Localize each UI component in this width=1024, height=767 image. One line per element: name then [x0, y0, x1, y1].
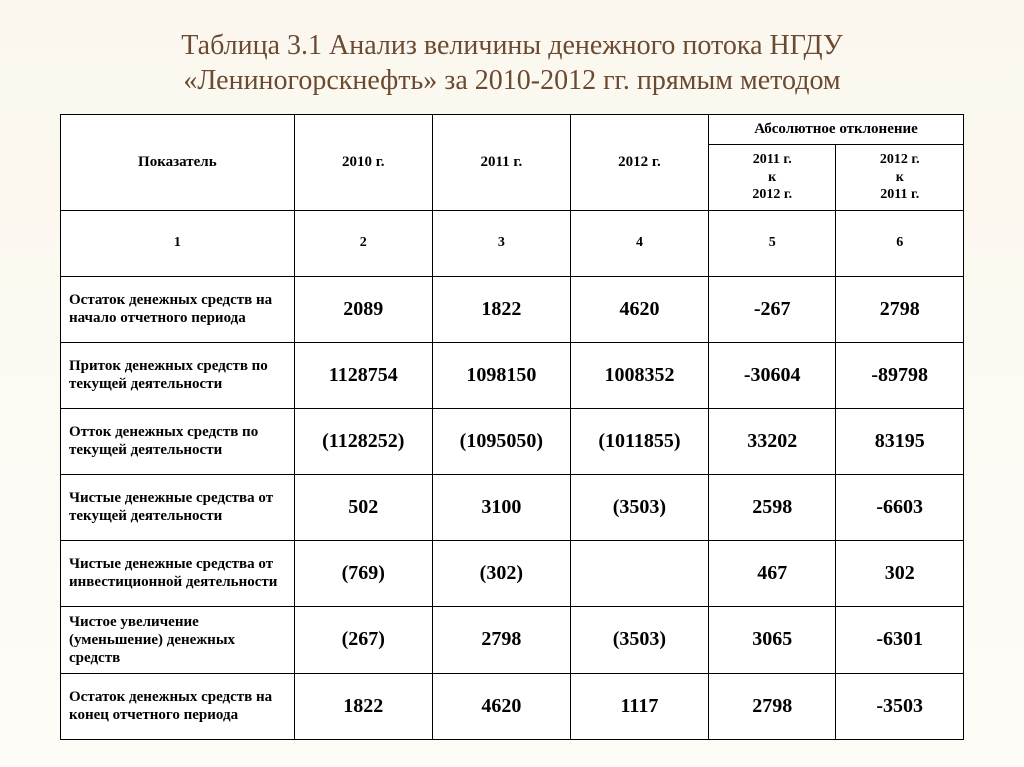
table-row: Отток денежных средств по текущей деятел… — [61, 408, 964, 474]
cell: 502 — [294, 474, 432, 540]
cell: 33202 — [708, 408, 835, 474]
cell: 1822 — [432, 276, 570, 342]
cell: 2798 — [836, 276, 964, 342]
cell: (3503) — [570, 474, 708, 540]
cell: (1011855) — [570, 408, 708, 474]
data-table: Показатель 2010 г. 2011 г. 2012 г. Абсол… — [60, 114, 964, 740]
table-row: Чистые денежные средства от текущей деят… — [61, 474, 964, 540]
cell: (302) — [432, 540, 570, 606]
cell: -6301 — [836, 606, 964, 673]
cell — [570, 540, 708, 606]
th-dev2: 2012 г.к2011 г. — [836, 145, 964, 211]
table-row: Остаток денежных средств на конец отчетн… — [61, 673, 964, 739]
row-label: Остаток денежных средств на конец отчетн… — [61, 673, 295, 739]
colnum: 3 — [432, 210, 570, 276]
cell: 4620 — [570, 276, 708, 342]
cell: 2598 — [708, 474, 835, 540]
colnum: 4 — [570, 210, 708, 276]
cell: 1822 — [294, 673, 432, 739]
cell: 2089 — [294, 276, 432, 342]
table-row: Чистые денежные средства от инвестиционн… — [61, 540, 964, 606]
colnum: 2 — [294, 210, 432, 276]
cell: (267) — [294, 606, 432, 673]
cell: -30604 — [708, 342, 835, 408]
slide: Таблица 3.1 Анализ величины денежного по… — [0, 0, 1024, 767]
th-2010: 2010 г. — [294, 115, 432, 211]
colnum: 5 — [708, 210, 835, 276]
cell: 1008352 — [570, 342, 708, 408]
row-label: Остаток денежных средств на начало отчет… — [61, 276, 295, 342]
cell: (3503) — [570, 606, 708, 673]
cell: (769) — [294, 540, 432, 606]
cell: 467 — [708, 540, 835, 606]
column-number-row: 1 2 3 4 5 6 — [61, 210, 964, 276]
table-row: Приток денежных средств по текущей деяте… — [61, 342, 964, 408]
th-indicator: Показатель — [61, 115, 295, 211]
th-dev1: 2011 г.к2012 г. — [708, 145, 835, 211]
cell: -6603 — [836, 474, 964, 540]
cell: -267 — [708, 276, 835, 342]
row-label: Чистые денежные средства от инвестиционн… — [61, 540, 295, 606]
colnum: 1 — [61, 210, 295, 276]
th-2011: 2011 г. — [432, 115, 570, 211]
table-row: Остаток денежных средств на начало отчет… — [61, 276, 964, 342]
cell: 1117 — [570, 673, 708, 739]
cell: 2798 — [432, 606, 570, 673]
cell: -3503 — [836, 673, 964, 739]
cell: 83195 — [836, 408, 964, 474]
cell: 4620 — [432, 673, 570, 739]
row-label: Приток денежных средств по текущей деяте… — [61, 342, 295, 408]
row-label: Чистое увеличение (уменьшение) денежных … — [61, 606, 295, 673]
th-deviation-group: Абсолютное отклонение — [708, 115, 963, 145]
row-label: Отток денежных средств по текущей деятел… — [61, 408, 295, 474]
table-row: Чистое увеличение (уменьшение) денежных … — [61, 606, 964, 673]
cell: -89798 — [836, 342, 964, 408]
cell: 3065 — [708, 606, 835, 673]
table-head: Показатель 2010 г. 2011 г. 2012 г. Абсол… — [61, 115, 964, 211]
slide-title: Таблица 3.1 Анализ величины денежного по… — [60, 28, 964, 98]
cell: 1098150 — [432, 342, 570, 408]
cell: 3100 — [432, 474, 570, 540]
th-2012: 2012 г. — [570, 115, 708, 211]
row-label: Чистые денежные средства от текущей деят… — [61, 474, 295, 540]
cell: 302 — [836, 540, 964, 606]
table-body: 1 2 3 4 5 6 Остаток денежных средств на … — [61, 210, 964, 739]
cell: (1128252) — [294, 408, 432, 474]
cell: (1095050) — [432, 408, 570, 474]
colnum: 6 — [836, 210, 964, 276]
cell: 1128754 — [294, 342, 432, 408]
cell: 2798 — [708, 673, 835, 739]
